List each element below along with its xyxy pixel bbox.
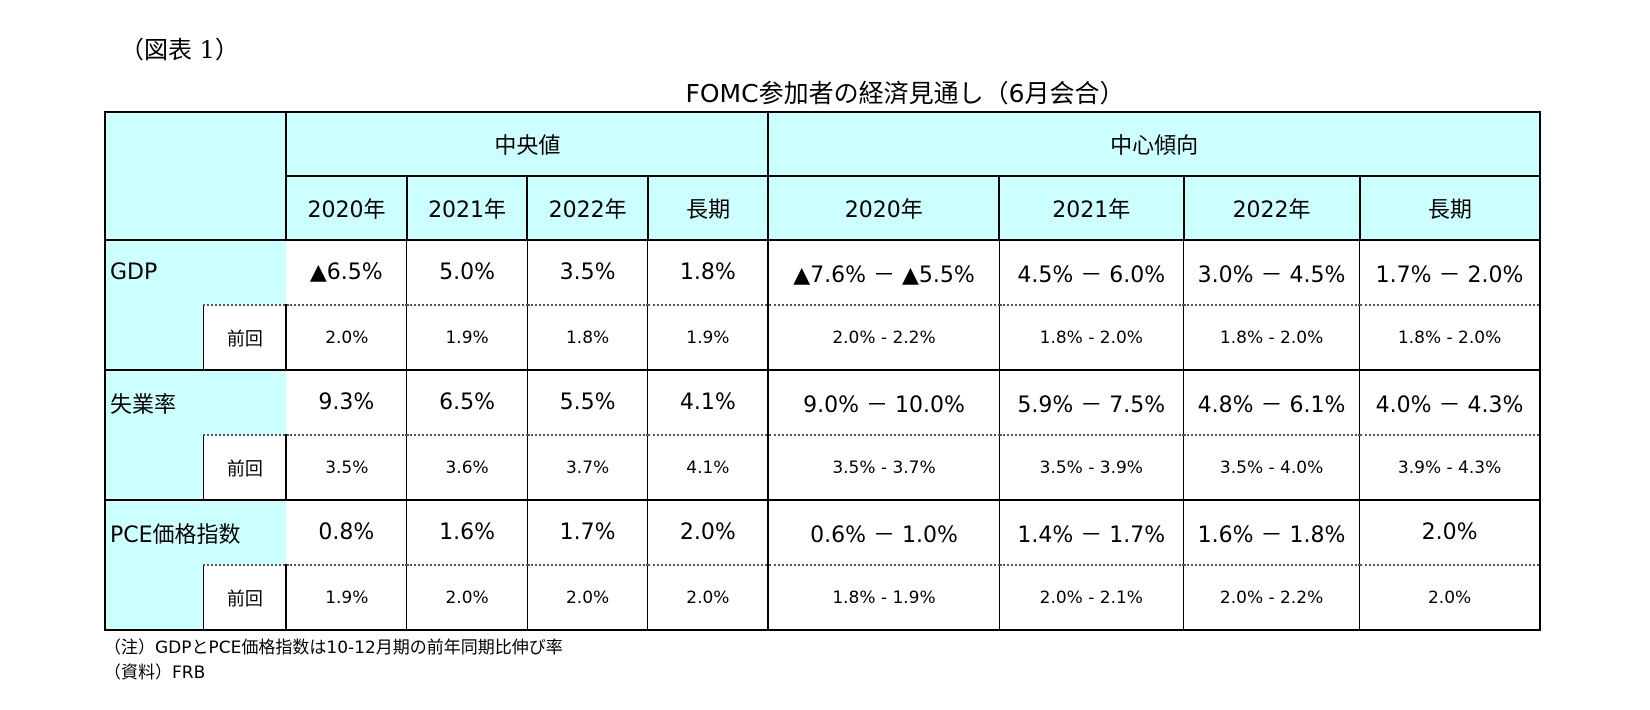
table-row: 失業率 9.3% 6.5% 5.5% 4.1% 9.0% － 10.0% 5.9% － 7.… — [103, 369, 1542, 435]
value-cell: 3.0% － 4.5% — [1183, 239, 1361, 305]
previous-value-cell: 1.9% — [647, 304, 770, 370]
previous-value-cell: 3.9% - 4.3% — [1359, 434, 1542, 500]
value-cell: 4.1% — [647, 369, 770, 435]
previous-value-cell: 2.0% — [527, 564, 649, 631]
previous-value-cell: 2.0% - 2.2% — [768, 304, 1000, 370]
year-header: 2022年 — [526, 175, 649, 241]
forecast-table: 中央値 中心傾向 2020年 2021年 2022年 長期 2020年 2021… — [103, 111, 1542, 631]
previous-value-cell: 3.5% - 4.0% — [1183, 434, 1361, 500]
footnote-note: （注）GDPとPCE価格指数は10-12月期の前年同期比伸び率 — [104, 638, 563, 658]
previous-value-cell: 4.1% — [647, 434, 770, 500]
value-cell: 5.5% — [527, 369, 649, 435]
value-cell: 1.6% — [406, 499, 528, 565]
footnotes: （注）GDPとPCE価格指数は10-12月期の前年同期比伸び率 （資料）FRB — [104, 636, 563, 686]
previous-value-cell: 1.8% - 2.0% — [1183, 304, 1361, 370]
table-row: GDP ▲6.5% 5.0% 3.5% 1.8% ▲7.6% － ▲5.5% 4.5% － … — [103, 239, 1542, 305]
value-cell: 1.7% — [527, 499, 649, 565]
year-header: 2021年 — [998, 175, 1185, 241]
value-cell: 9.3% — [286, 369, 408, 435]
previous-value-cell: 2.0% — [406, 564, 528, 631]
table-row-previous: 前回 1.9% 2.0% 2.0% 2.0% 1.8% - 1.9% 2.0% - 2.1%… — [104, 564, 1542, 631]
value-cell: 2.0% — [1359, 499, 1542, 565]
figure-label: （図表 1） — [120, 36, 239, 64]
previous-value-cell: 1.8% — [527, 304, 649, 370]
previous-value-cell: 2.0% - 2.1% — [999, 564, 1185, 631]
row-label: 失業率 — [103, 369, 287, 435]
previous-value-cell: 1.8% - 1.9% — [768, 564, 1000, 631]
previous-value-cell: 3.5% — [286, 434, 408, 500]
previous-value-cell: 2.0% — [1359, 564, 1542, 631]
table-row: PCE価格指数 0.8% 1.6% 1.7% 2.0% 0.6% － 1.0% 1.4% －… — [103, 499, 1542, 565]
table-row-previous: 前回 3.5% 3.6% 3.7% 4.1% 3.5% - 3.7% 3.5% - 3.9%… — [104, 434, 1542, 500]
value-cell: 1.4% － 1.7% — [999, 499, 1185, 565]
previous-label: 前回 — [203, 434, 288, 500]
footnote-source: （資料）FRB — [104, 663, 206, 683]
value-cell: 5.9% － 7.5% — [999, 369, 1185, 435]
previous-value-cell: 3.5% - 3.9% — [999, 434, 1185, 500]
table-row-previous: 前回 2.0% 1.9% 1.8% 1.9% 2.0% - 2.2% 1.8% - 2.0%… — [104, 304, 1542, 370]
year-header: 長期 — [646, 175, 770, 241]
value-cell: 4.8% － 6.1% — [1183, 369, 1361, 435]
year-header: 2021年 — [405, 175, 529, 241]
year-header: 長期 — [1358, 175, 1542, 241]
header-corner — [103, 111, 288, 241]
row-label-spacer — [104, 435, 204, 500]
row-label: PCE価格指数 — [103, 499, 287, 565]
value-cell: 1.6% － 1.8% — [1183, 499, 1361, 565]
value-cell: 2.0% — [647, 499, 770, 565]
value-cell: ▲6.5% — [286, 239, 408, 305]
previous-value-cell: 1.9% — [286, 564, 408, 631]
value-cell: 4.0% － 4.3% — [1359, 369, 1542, 435]
group-header-median: 中央値 — [285, 111, 770, 177]
previous-value-cell: 2.0% - 2.2% — [1183, 564, 1361, 631]
previous-value-cell: 2.0% — [647, 564, 770, 631]
value-cell: 5.0% — [406, 239, 528, 305]
row-label-spacer — [104, 565, 204, 631]
previous-value-cell: 3.7% — [527, 434, 649, 500]
previous-value-cell: 1.9% — [406, 304, 528, 370]
previous-value-cell: 2.0% — [286, 304, 408, 370]
value-cell: 1.8% — [647, 239, 770, 305]
table-title: FOMC参加者の経済見通し（6月会合） — [685, 79, 1125, 108]
previous-value-cell: 1.8% - 2.0% — [1359, 304, 1542, 370]
row-label: GDP — [103, 239, 287, 305]
previous-value-cell: 3.5% - 3.7% — [768, 434, 1000, 500]
previous-label: 前回 — [203, 304, 288, 370]
value-cell: 9.0% － 10.0% — [768, 369, 1000, 435]
value-cell: 6.5% — [406, 369, 528, 435]
value-cell: ▲7.6% － ▲5.5% — [768, 239, 1000, 305]
group-header-central-tendency: 中心傾向 — [767, 111, 1541, 177]
value-cell: 0.8% — [286, 499, 408, 565]
value-cell: 0.6% － 1.0% — [768, 499, 1000, 565]
previous-value-cell: 1.8% - 2.0% — [999, 304, 1185, 370]
previous-label: 前回 — [203, 564, 288, 631]
previous-value-cell: 3.6% — [406, 434, 528, 500]
year-header: 2020年 — [285, 175, 408, 241]
value-cell: 4.5% － 6.0% — [999, 239, 1185, 305]
value-cell: 1.7% － 2.0% — [1359, 239, 1542, 305]
year-header: 2020年 — [767, 175, 1001, 241]
year-header: 2022年 — [1182, 175, 1361, 241]
value-cell: 3.5% — [527, 239, 649, 305]
row-label-spacer — [104, 305, 204, 370]
